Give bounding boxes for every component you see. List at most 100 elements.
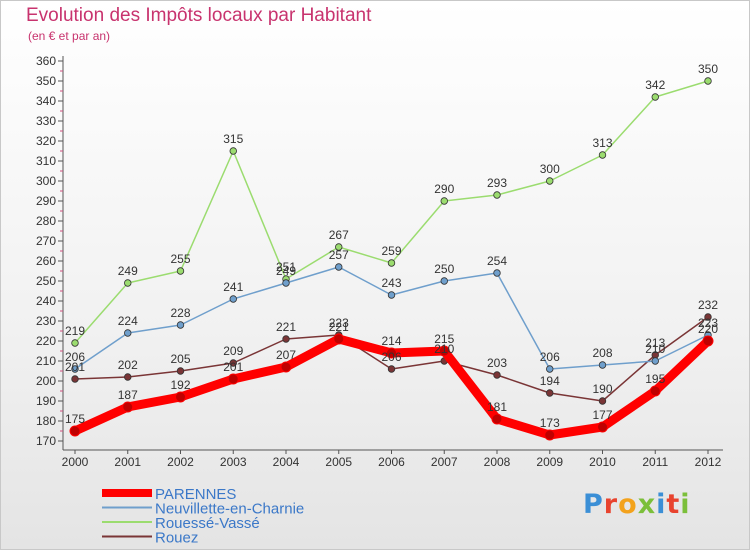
data-label: 181: [487, 400, 507, 414]
data-point: [124, 279, 132, 287]
data-point: [493, 191, 501, 199]
data-point: [335, 263, 343, 271]
chart-subtitle: (en € et par an): [28, 29, 111, 43]
x-tick-label: 2002: [167, 455, 194, 469]
data-point: [544, 429, 556, 441]
data-label: 241: [223, 280, 243, 294]
data-point: [387, 291, 396, 299]
data-point: [122, 401, 134, 413]
y-tick-label: 250: [36, 274, 56, 288]
data-label: 249: [118, 264, 138, 278]
data-point: [440, 197, 448, 205]
legend-label: PARENNES: [155, 486, 236, 503]
data-point: [124, 373, 132, 381]
data-point: [69, 425, 81, 437]
data-point: [282, 335, 290, 343]
data-point: [229, 295, 237, 303]
y-tick-label: 180: [36, 414, 56, 428]
x-tick-label: 2008: [484, 455, 511, 469]
x-tick-label: 2003: [220, 455, 247, 469]
x-tick-label: 2004: [273, 455, 300, 469]
data-label: 187: [118, 388, 138, 402]
data-point: [651, 93, 659, 101]
data-point: [387, 365, 396, 373]
data-label: 249: [276, 264, 296, 278]
data-label: 257: [329, 248, 349, 262]
data-label: 201: [65, 360, 85, 374]
data-point: [71, 365, 79, 373]
x-tick-label: 2009: [536, 455, 563, 469]
data-label: 210: [645, 342, 665, 356]
x-tick-label: 2011: [642, 455, 668, 469]
data-point: [651, 357, 659, 365]
data-label: 315: [223, 132, 243, 146]
data-point: [493, 371, 501, 379]
y-tick-label: 320: [36, 134, 56, 148]
y-tick-label: 270: [36, 234, 56, 248]
x-tick-label: 2000: [62, 455, 89, 469]
y-tick-label: 330: [36, 114, 56, 128]
data-label: 207: [276, 348, 296, 362]
data-label: 259: [381, 244, 401, 258]
data-label: 215: [434, 332, 454, 346]
data-label: 190: [592, 382, 612, 396]
y-tick-label: 310: [36, 154, 56, 168]
data-point: [546, 389, 554, 397]
data-point: [176, 321, 185, 329]
data-point: [387, 259, 396, 267]
y-tick-label: 170: [36, 434, 56, 448]
data-label: 300: [540, 162, 560, 176]
data-point: [438, 345, 450, 357]
data-label: 202: [118, 358, 138, 372]
y-tick-label: 200: [36, 374, 56, 388]
data-label: 192: [170, 378, 190, 392]
data-label: 175: [65, 412, 85, 426]
y-tick-label: 360: [36, 54, 56, 68]
data-label: 214: [381, 334, 401, 348]
data-label: 243: [381, 276, 401, 290]
data-label: 228: [170, 306, 190, 320]
data-point: [597, 421, 608, 433]
data-label: 254: [487, 254, 507, 268]
x-tick-label: 2012: [695, 455, 722, 469]
data-point: [175, 391, 186, 403]
x-tick-label: 2005: [325, 455, 352, 469]
x-tick-label: 2006: [378, 455, 405, 469]
data-label: 313: [592, 136, 612, 150]
y-tick-label: 280: [36, 214, 56, 228]
data-point: [493, 269, 501, 277]
proxiti-logo: Proxiti: [583, 489, 691, 520]
data-label: 232: [698, 298, 718, 312]
data-point: [280, 361, 292, 373]
data-label: 177: [592, 408, 612, 422]
data-point: [491, 413, 503, 425]
series-layer: [69, 77, 714, 441]
x-axis: 2000 2001 2002 2003 2004 2005 2006 2007 2008 2009…: [62, 449, 723, 469]
data-label: 194: [540, 374, 560, 388]
data-label: 206: [540, 350, 560, 364]
data-point: [227, 373, 239, 385]
data-label: 267: [329, 228, 349, 242]
y-tick-label: 260: [36, 254, 56, 268]
legend-label: Rouessé-Vassé: [155, 515, 260, 532]
series-line-2: [74, 80, 709, 344]
data-point: [702, 335, 714, 347]
data-label: 290: [434, 182, 454, 196]
data-label: 208: [592, 346, 612, 360]
data-label: 210: [434, 342, 454, 356]
data-label: 342: [645, 78, 665, 92]
data-label: 195: [645, 372, 665, 386]
data-label: 201: [223, 360, 243, 374]
data-label: 221: [329, 320, 349, 334]
y-tick-label: 350: [36, 74, 56, 88]
data-point: [335, 243, 343, 251]
x-tick-label: 2001: [114, 455, 141, 469]
data-label: 205: [170, 352, 190, 366]
data-point: [704, 77, 712, 85]
data-label: 213: [645, 336, 665, 350]
legend-label: Neuvillette-en-Charnie: [155, 501, 304, 518]
data-point: [229, 147, 237, 155]
data-point: [546, 177, 554, 185]
